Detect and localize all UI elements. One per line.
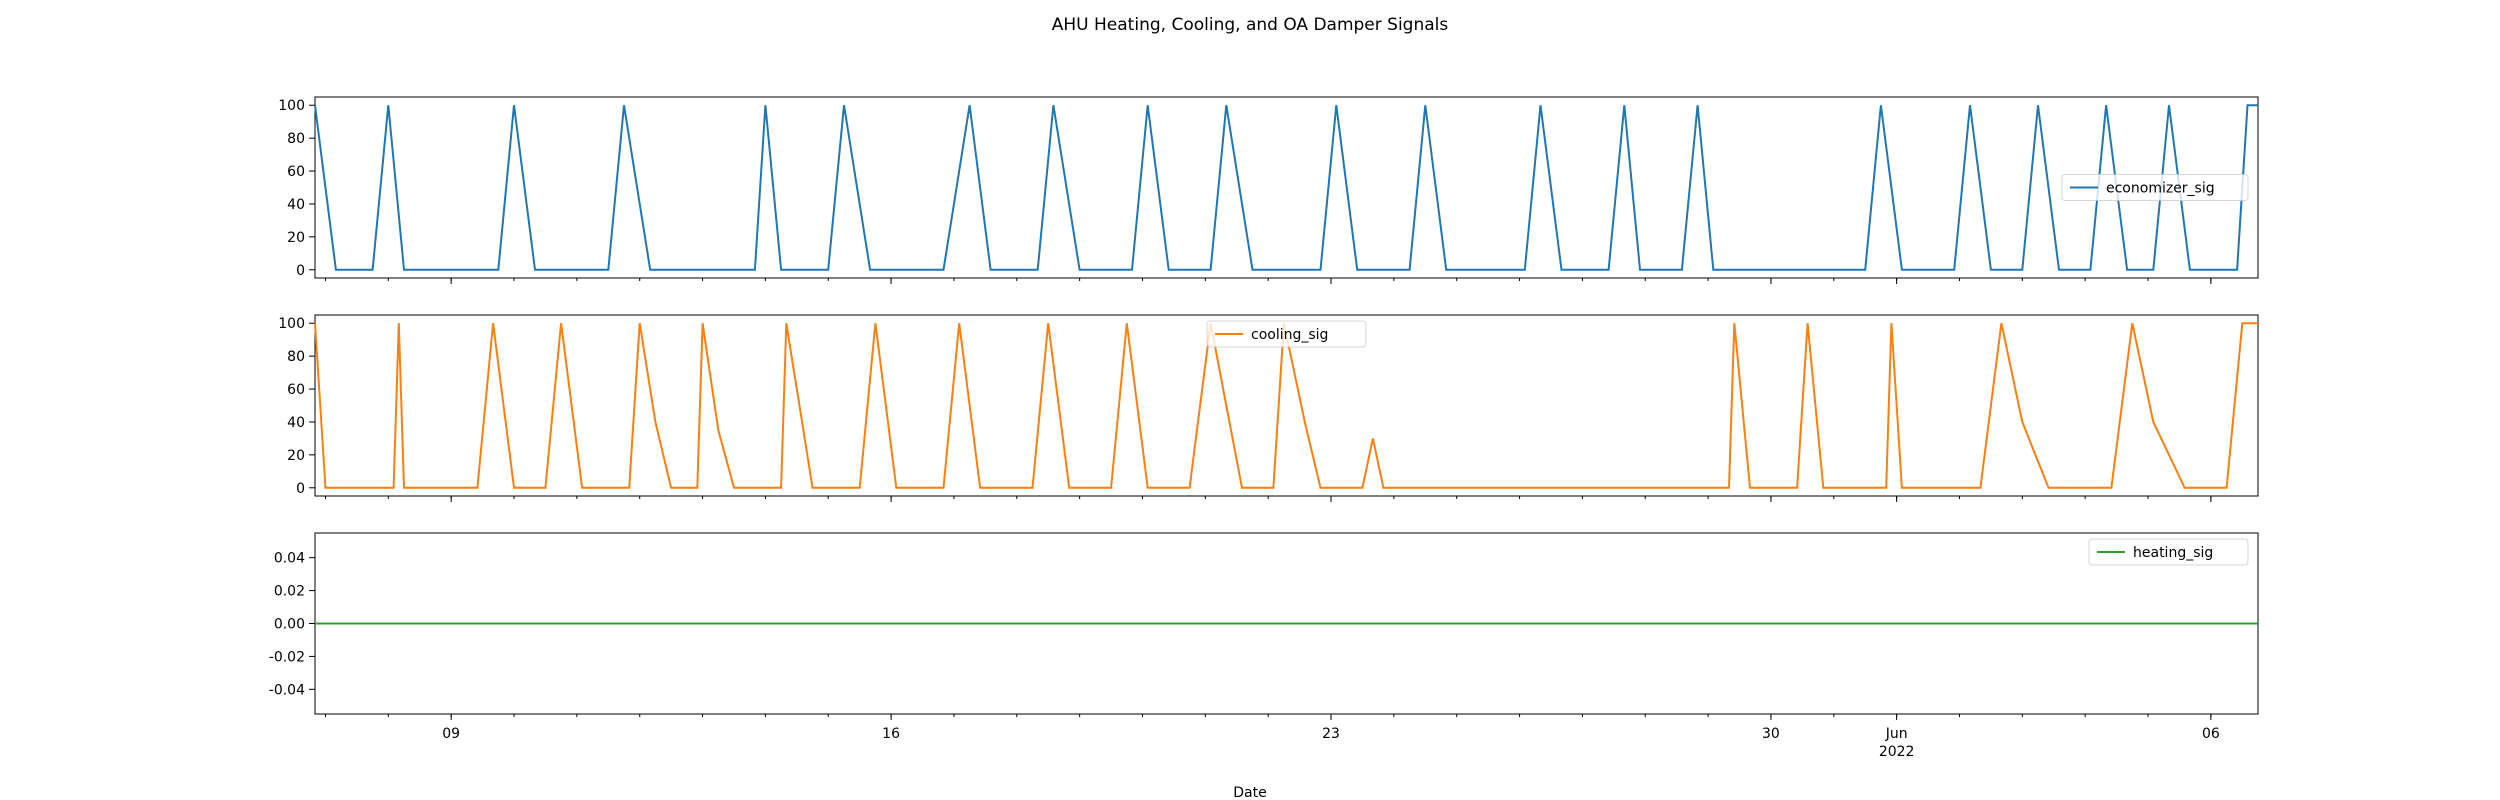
y-tick-label: -0.02	[269, 649, 305, 665]
y-tick-label: 0.00	[274, 617, 305, 633]
y-tick-label: 0.04	[274, 551, 305, 567]
y-tick-label: 0	[296, 481, 305, 497]
y-tick-label: 0.02	[274, 584, 305, 600]
x-tick-sublabel: 2022	[1879, 744, 1915, 760]
series-line-cooling_sig	[314, 322, 2258, 489]
chart-title: AHU Heating, Cooling, and OA Damper Sign…	[1052, 15, 1449, 35]
legend-cooling_sig: cooling_sig	[1206, 320, 1367, 348]
axes-frame	[314, 314, 2259, 497]
y-tick-label: 40	[287, 415, 305, 431]
x-tick-label: 16	[882, 726, 900, 742]
legend-box	[2088, 538, 2249, 566]
y-tick-label: 80	[287, 349, 305, 365]
y-tick-label: 20	[287, 448, 305, 464]
y-tick-label: 60	[287, 164, 305, 180]
y-tick-label: 60	[287, 382, 305, 398]
y-tick-label: -0.04	[269, 682, 305, 698]
series-line-economizer_sig	[314, 104, 2258, 271]
legend-heating_sig: heating_sig	[2088, 538, 2249, 566]
x-tick-label: Jun	[1885, 726, 1908, 742]
legend-economizer_sig: economizer_sig	[2061, 174, 2249, 201]
panels-layer: 0 20 40 60 80 100 economizer_sig 0 20 40 60 80 100 co…	[269, 96, 2259, 760]
y-tick-label: 40	[287, 197, 305, 213]
axes-frame	[314, 96, 2259, 279]
x-tick-label: 30	[1762, 726, 1780, 742]
legend-label: economizer_sig	[2106, 181, 2215, 197]
legend-box	[1206, 320, 1367, 348]
y-tick-label: 20	[287, 230, 305, 246]
x-tick-label: 23	[1322, 726, 1340, 742]
legend-label: cooling_sig	[1251, 327, 1328, 343]
panel-cooling_sig: 0 20 40 60 80 100 cooling_sig	[278, 314, 2259, 502]
panel-economizer_sig: 0 20 40 60 80 100 economizer_sig	[278, 96, 2259, 284]
x-axis-label: Date	[1233, 785, 1266, 800]
y-tick-label: 100	[278, 98, 305, 114]
panel-heating_sig: 0.04 0.02 0.00 -0.02 -0.04 heating_sig	[269, 532, 2259, 720]
x-tick-label: 09	[442, 726, 460, 742]
y-tick-label: 0	[296, 263, 305, 279]
legend-box	[2061, 174, 2249, 201]
x-tick-label: 06	[2202, 726, 2220, 742]
legend-label: heating_sig	[2133, 545, 2213, 561]
y-tick-label: 80	[287, 131, 305, 147]
y-tick-label: 100	[278, 316, 305, 332]
